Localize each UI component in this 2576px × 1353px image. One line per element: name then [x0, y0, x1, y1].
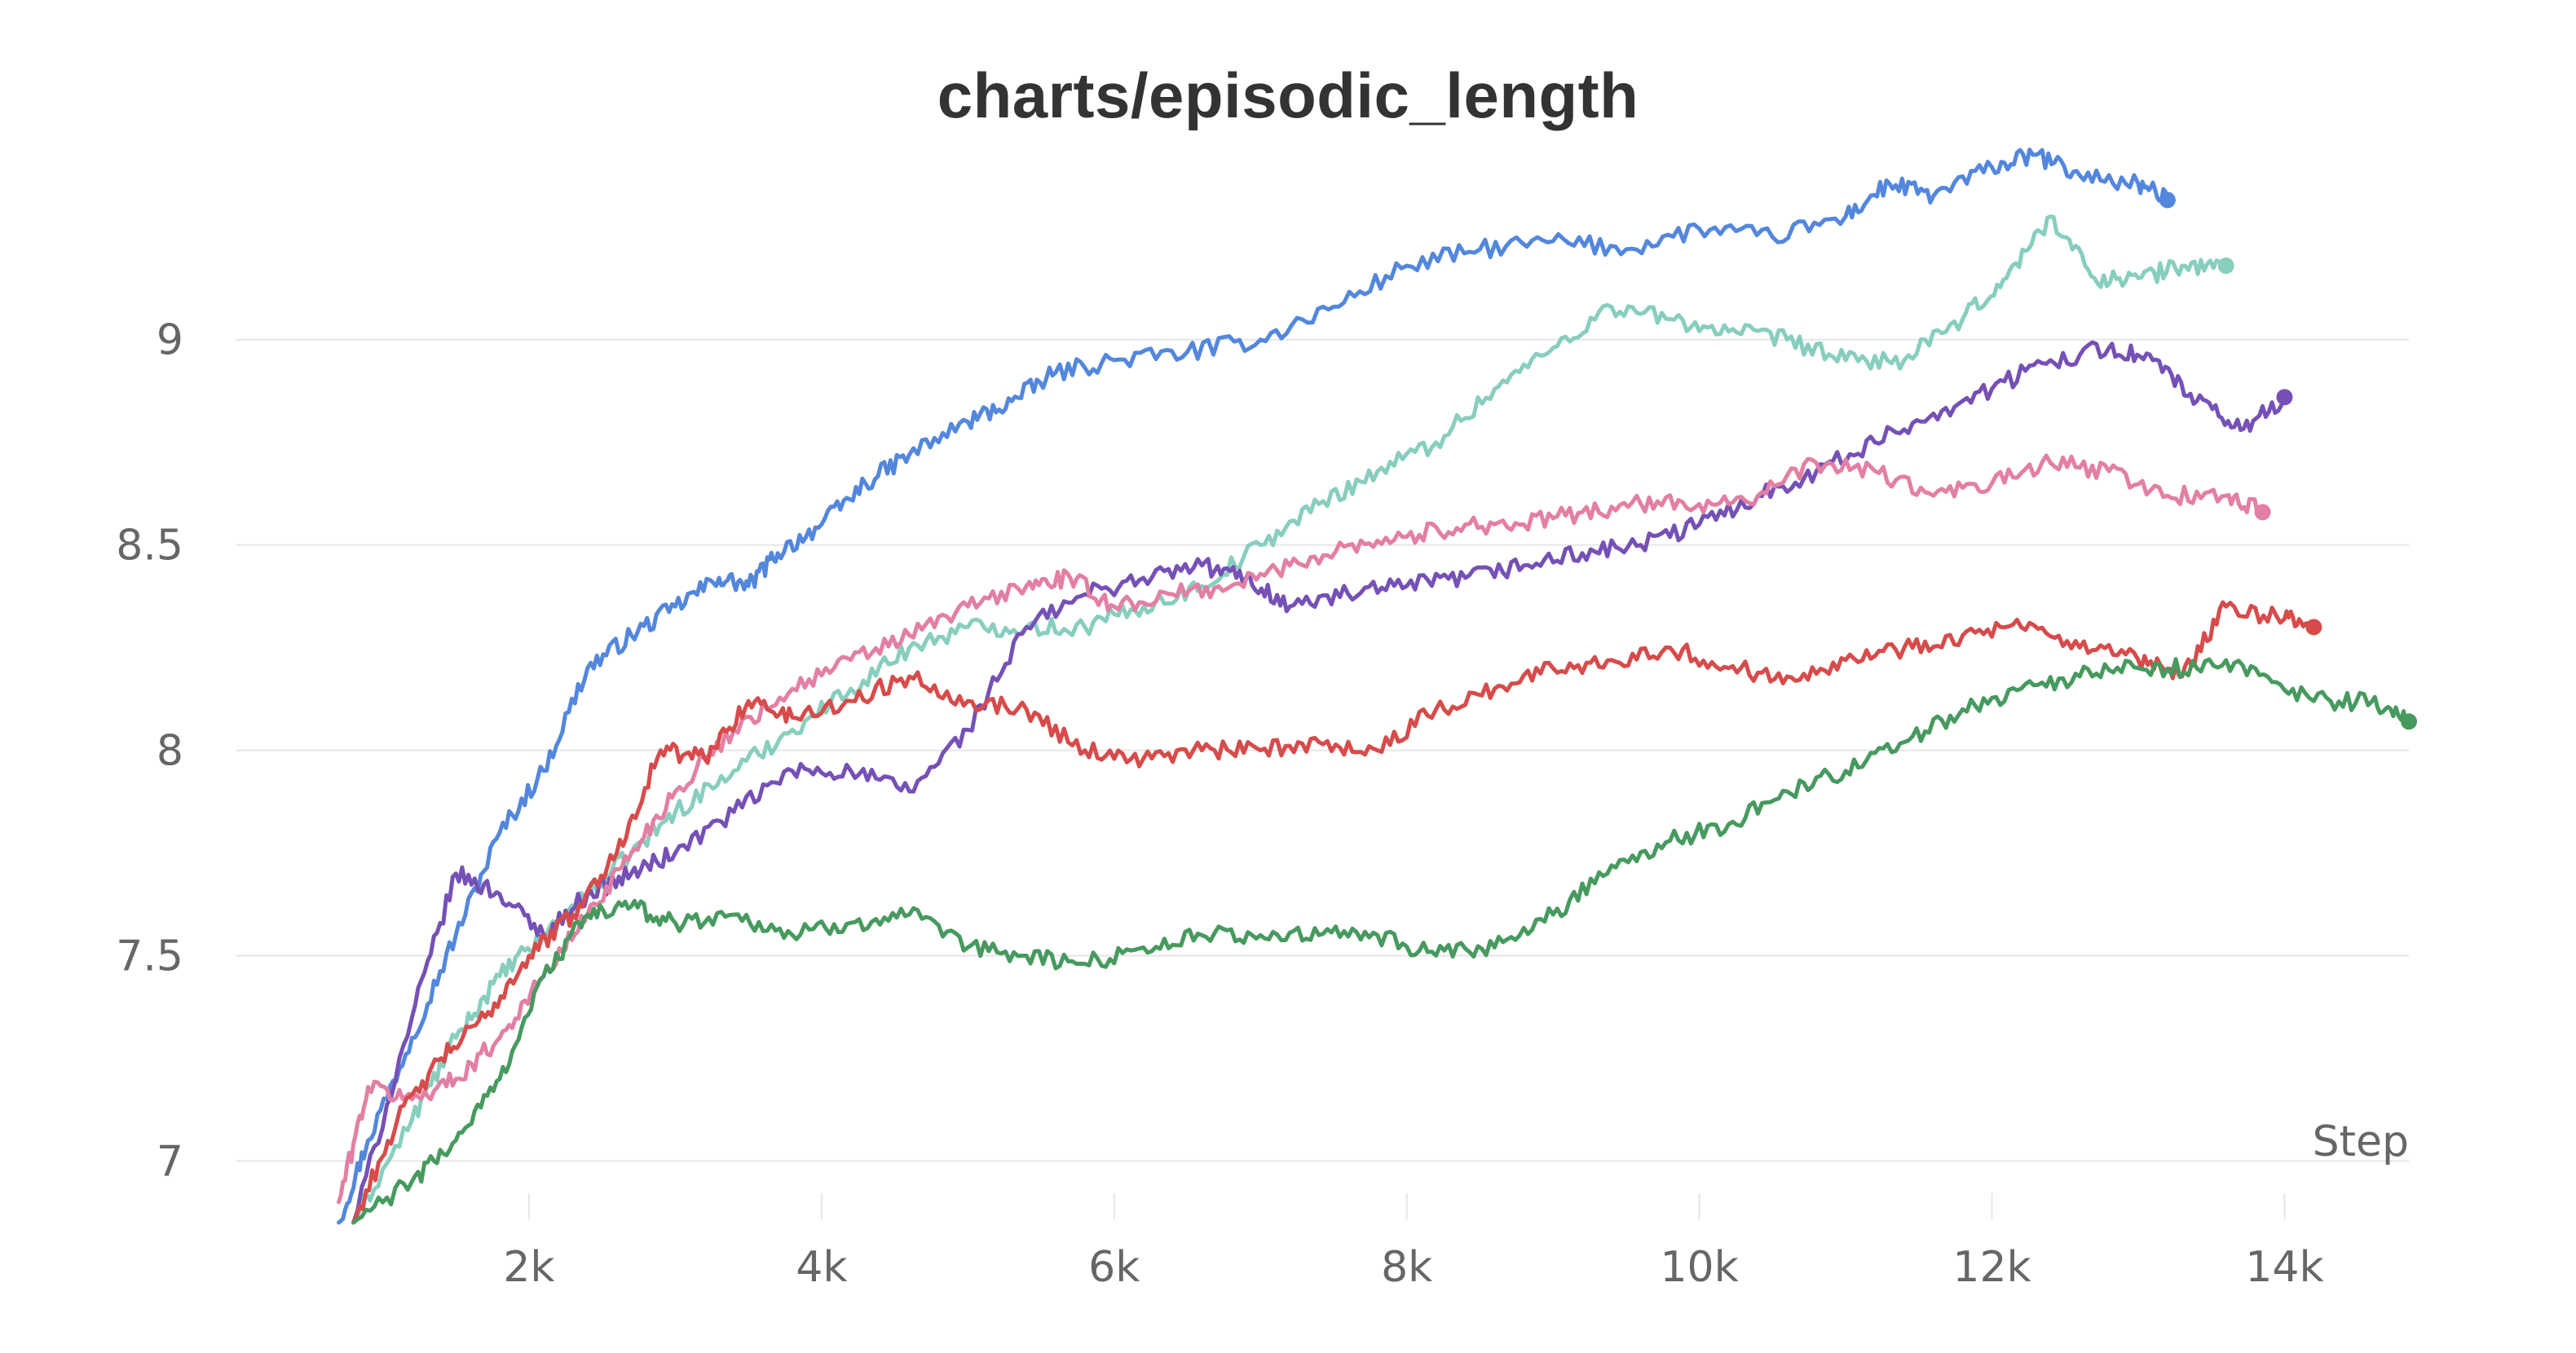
- series-endpoint-3: [2276, 389, 2293, 406]
- series-line-5: [351, 600, 2316, 1225]
- series-line-2: [351, 214, 2229, 1225]
- x-tick-label: 10k: [1660, 1243, 1738, 1292]
- series-endpoints: [2159, 192, 2417, 730]
- x-tick-label: 6k: [1088, 1243, 1140, 1292]
- series-line-3: [351, 340, 2287, 1225]
- y-tick-label: 7.5: [116, 932, 183, 981]
- series-line-1: [337, 148, 2170, 1225]
- series-endpoint-1: [2159, 192, 2176, 209]
- y-axis-ticks: 7 7.5 8 8.5 9: [116, 316, 183, 1187]
- series-endpoint-2: [2217, 258, 2234, 275]
- x-tick-label: 2k: [503, 1243, 554, 1292]
- x-tick-label: 8k: [1381, 1243, 1432, 1292]
- x-tick-label: 14k: [2245, 1243, 2323, 1292]
- series-endpoint-5: [2305, 619, 2322, 636]
- x-tick-label: 4k: [796, 1243, 847, 1292]
- chart-title: charts/episodic_length: [937, 59, 1639, 131]
- y-tick-label: 7: [157, 1137, 183, 1186]
- y-tick-label: 9: [157, 316, 183, 365]
- grid: [236, 338, 2409, 1162]
- series-endpoint-4: [2254, 504, 2271, 521]
- series-lines: [337, 148, 2411, 1225]
- y-tick-label: 8: [157, 727, 183, 776]
- x-tick-label: 12k: [1952, 1243, 2031, 1292]
- x-axis-label: Step: [2313, 1117, 2409, 1166]
- y-tick-label: 8.5: [116, 522, 183, 571]
- x-axis-ticks: 2k 4k 6k 8k 10k 12k 14k: [503, 1193, 2324, 1292]
- series-endpoint-6: [2401, 713, 2417, 730]
- series-line-6: [351, 657, 2411, 1225]
